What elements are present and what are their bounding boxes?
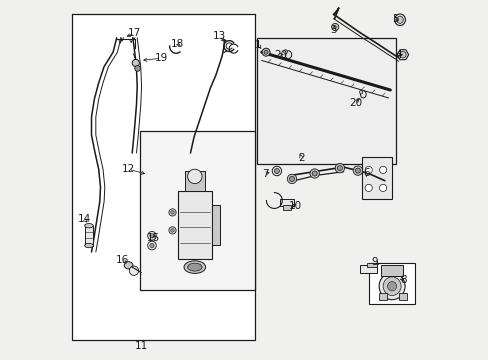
Bar xyxy=(257,38,395,164)
Circle shape xyxy=(289,176,294,181)
Circle shape xyxy=(132,59,139,67)
Circle shape xyxy=(170,229,174,232)
Ellipse shape xyxy=(84,224,93,228)
Text: 16: 16 xyxy=(116,255,129,265)
Text: 7: 7 xyxy=(262,168,268,179)
Circle shape xyxy=(365,184,371,192)
Circle shape xyxy=(272,166,281,176)
Text: 1: 1 xyxy=(254,40,261,50)
Bar xyxy=(84,226,93,246)
Ellipse shape xyxy=(394,14,405,26)
Circle shape xyxy=(379,184,386,192)
Polygon shape xyxy=(396,50,408,60)
Circle shape xyxy=(170,211,174,214)
Circle shape xyxy=(365,166,371,174)
Text: 14: 14 xyxy=(78,214,91,224)
Text: 20: 20 xyxy=(348,98,361,108)
Bar xyxy=(359,265,376,273)
Text: 6: 6 xyxy=(363,168,369,178)
Circle shape xyxy=(147,241,156,250)
Text: 5: 5 xyxy=(391,14,398,24)
Text: 8: 8 xyxy=(400,275,406,285)
Ellipse shape xyxy=(396,16,403,23)
Ellipse shape xyxy=(183,261,205,274)
Ellipse shape xyxy=(360,91,366,98)
Text: 13: 13 xyxy=(212,31,225,41)
Circle shape xyxy=(168,227,176,234)
Circle shape xyxy=(134,66,140,71)
Bar xyxy=(178,191,212,259)
Text: 9: 9 xyxy=(371,257,377,267)
Circle shape xyxy=(149,243,154,248)
Circle shape xyxy=(129,266,139,275)
Ellipse shape xyxy=(264,50,267,54)
Text: 2: 2 xyxy=(298,153,304,163)
Bar xyxy=(282,205,291,210)
Ellipse shape xyxy=(84,243,93,248)
Ellipse shape xyxy=(283,50,287,54)
Ellipse shape xyxy=(387,282,396,291)
Bar xyxy=(279,199,294,206)
Text: 20: 20 xyxy=(273,50,286,60)
Ellipse shape xyxy=(124,262,133,269)
Text: 12: 12 xyxy=(122,164,135,174)
Text: 4: 4 xyxy=(394,50,401,60)
Text: 18: 18 xyxy=(171,39,184,49)
Circle shape xyxy=(309,169,319,178)
Circle shape xyxy=(331,23,338,31)
Bar xyxy=(381,265,402,276)
Circle shape xyxy=(168,209,176,216)
Ellipse shape xyxy=(262,48,269,56)
Bar xyxy=(212,205,220,245)
Text: 17: 17 xyxy=(128,28,141,38)
Circle shape xyxy=(352,166,362,175)
Bar xyxy=(185,171,204,191)
Bar xyxy=(72,14,255,340)
Ellipse shape xyxy=(359,90,362,94)
Circle shape xyxy=(355,168,360,173)
Ellipse shape xyxy=(285,51,291,59)
Circle shape xyxy=(379,166,386,174)
Bar xyxy=(398,293,406,300)
Circle shape xyxy=(335,163,344,173)
Circle shape xyxy=(311,171,317,176)
Text: 19: 19 xyxy=(154,53,167,63)
Ellipse shape xyxy=(187,263,202,271)
Circle shape xyxy=(274,168,279,174)
Circle shape xyxy=(399,51,406,58)
Circle shape xyxy=(337,166,342,171)
Ellipse shape xyxy=(382,277,400,296)
Bar xyxy=(378,293,386,300)
Circle shape xyxy=(147,231,156,240)
Text: 3: 3 xyxy=(330,24,336,35)
Bar xyxy=(361,157,391,199)
Text: 10: 10 xyxy=(288,201,301,211)
Bar xyxy=(366,263,376,267)
Circle shape xyxy=(187,169,202,184)
Text: 15: 15 xyxy=(147,233,160,243)
Bar xyxy=(368,263,415,304)
Bar xyxy=(140,131,255,290)
Circle shape xyxy=(287,174,296,184)
Text: 11: 11 xyxy=(135,341,148,351)
Ellipse shape xyxy=(378,273,404,300)
Circle shape xyxy=(149,234,154,238)
